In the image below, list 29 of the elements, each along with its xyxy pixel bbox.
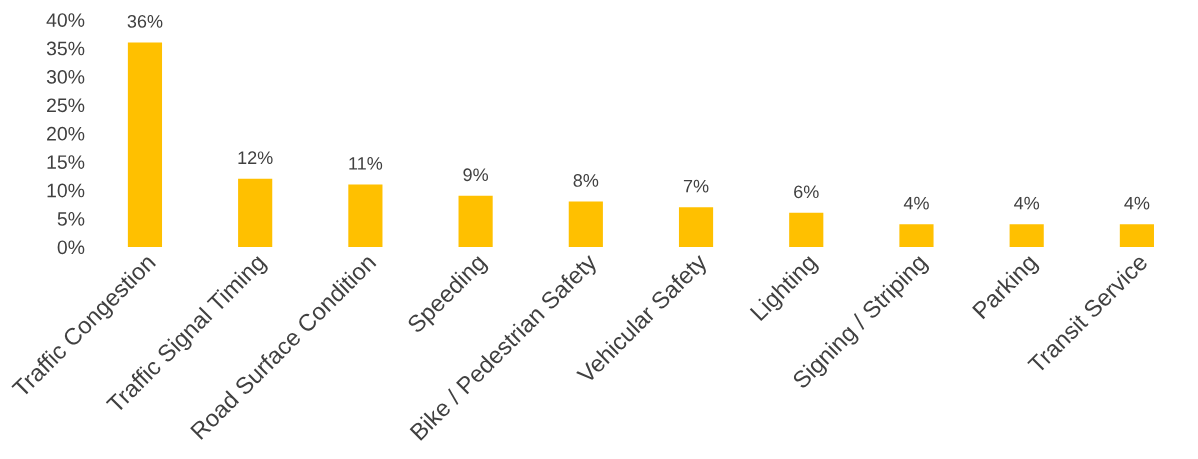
y-tick-label: 35% xyxy=(46,41,85,56)
bar xyxy=(789,212,824,247)
data-label: 4% xyxy=(903,196,929,210)
data-label: 12% xyxy=(238,151,273,165)
y-tick-label: 10% xyxy=(47,183,85,198)
bar xyxy=(1009,224,1044,247)
bar xyxy=(678,207,714,247)
data-label: 8% xyxy=(573,174,599,187)
y-tick-label: 15% xyxy=(47,155,85,169)
bar xyxy=(1119,224,1154,247)
y-tick-label: 25% xyxy=(47,98,85,113)
data-label: 4% xyxy=(1124,196,1150,210)
y-tick-label: 40% xyxy=(46,13,85,27)
y-tick-label: 0% xyxy=(57,240,85,255)
y-tick-label: 20% xyxy=(47,126,85,141)
y-tick-label: 5% xyxy=(57,212,85,226)
bar xyxy=(238,178,273,247)
bar xyxy=(568,201,603,247)
bar xyxy=(458,195,493,247)
data-label: 36% xyxy=(127,14,163,28)
bar xyxy=(127,42,163,247)
y-tick-label: 30% xyxy=(46,70,85,84)
bar xyxy=(348,184,383,247)
bar xyxy=(899,224,934,247)
data-label: 11% xyxy=(349,157,383,170)
data-label: 7% xyxy=(683,179,709,193)
data-label: 4% xyxy=(1014,196,1040,210)
data-label: 6% xyxy=(794,185,819,199)
data-label: 9% xyxy=(463,168,489,182)
